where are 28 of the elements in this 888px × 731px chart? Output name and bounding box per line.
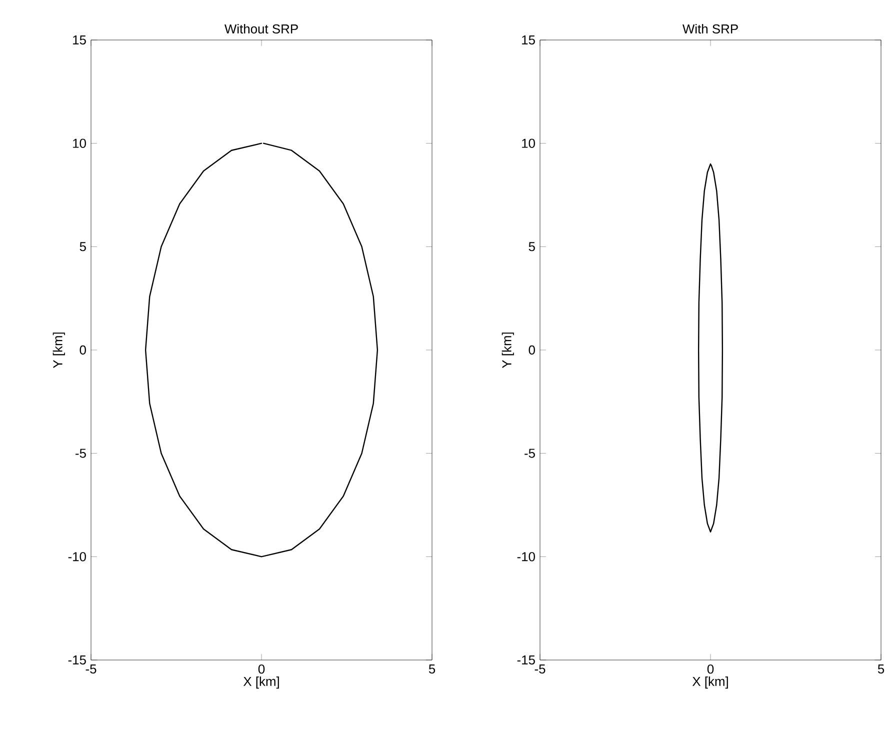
y-tick-label: 5 xyxy=(80,242,86,252)
y-axis-title: Y [km] xyxy=(52,332,65,368)
y-tick-label: 0 xyxy=(528,345,535,355)
line-series xyxy=(144,142,378,558)
y-tick-label: 0 xyxy=(80,345,86,355)
x-axis-title: X [km] xyxy=(243,676,279,689)
chart-title: Without SRP xyxy=(224,24,298,34)
x-tick-label: -5 xyxy=(86,664,96,674)
x-axis-title: X [km] xyxy=(692,676,728,689)
x-tick-label: 0 xyxy=(258,664,265,674)
y-tick-label: -10 xyxy=(517,552,535,562)
x-tick-label: 0 xyxy=(707,664,714,674)
y-tick-label: 15 xyxy=(522,35,535,45)
chart-title: With SRP xyxy=(682,24,738,34)
x-tick-label: 5 xyxy=(428,664,436,674)
line-series xyxy=(698,163,724,532)
y-tick-label: 10 xyxy=(73,138,86,148)
y-tick-label: -5 xyxy=(524,448,535,458)
x-tick-label: -5 xyxy=(534,664,546,674)
y-tick-label: -5 xyxy=(76,448,86,458)
y-tick-label: 15 xyxy=(73,35,86,45)
x-tick-label: 5 xyxy=(878,664,884,674)
y-tick-label: 10 xyxy=(522,138,535,148)
y-tick-label: -15 xyxy=(68,655,86,665)
y-axis-title: Y [km] xyxy=(502,332,514,368)
y-tick-label: 5 xyxy=(528,242,535,252)
y-tick-label: -10 xyxy=(68,552,86,562)
y-tick-label: -15 xyxy=(517,655,535,665)
